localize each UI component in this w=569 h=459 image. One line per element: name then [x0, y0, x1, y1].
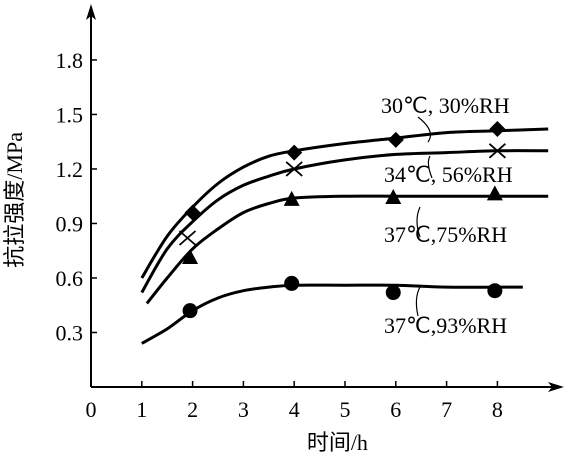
labels: 30℃, 30%RH 34℃, 56%RH 37℃,75%RH 37℃,93%RH [381, 93, 513, 338]
y-tick-label: 0.6 [56, 266, 84, 291]
diamond-marker [286, 144, 303, 161]
x-tick-label: 8 [492, 397, 503, 422]
circle-marker [284, 275, 300, 291]
series-2-leader-line [427, 155, 433, 179]
y-tick-label: 1.8 [56, 48, 84, 73]
y-axis-arrow [86, 4, 96, 20]
series-1-leader-line [417, 116, 431, 143]
circle-marker [487, 283, 503, 299]
series-2-label: 34℃, 56%RH [384, 162, 513, 187]
series-1-label: 30℃, 30%RH [381, 93, 510, 118]
diamond-marker [489, 120, 506, 137]
circle-marker [385, 285, 401, 301]
y-tick-label: 0.9 [56, 211, 84, 236]
series-4-leader-line [415, 286, 421, 317]
y-tick-label: 0.3 [56, 320, 84, 345]
series-3-label: 37℃,75%RH [384, 222, 507, 247]
y-axis-title: 抗拉强度/MPa [2, 132, 27, 268]
y-tick-label: 1.5 [56, 102, 84, 127]
x-tick-label: 3 [238, 397, 249, 422]
diamond-marker [184, 204, 201, 221]
x-axis-title: 时间/h [307, 430, 368, 455]
markers [178, 120, 506, 319]
x-axis-arrow [548, 382, 564, 392]
x-marker [178, 230, 197, 246]
x-marker [488, 143, 506, 159]
x-tick-label: 0 [86, 397, 97, 422]
series-3-curve [145, 194, 549, 305]
x-tick-label: 6 [390, 397, 401, 422]
series-3-leader-line [416, 206, 421, 238]
x-tick-label: 5 [340, 397, 351, 422]
diamond-marker [387, 131, 404, 148]
axes: 0 1 2 3 4 5 6 7 8 0.3 0.6 0.9 1.2 1.5 1.8 [56, 4, 564, 422]
circle-marker [182, 303, 198, 319]
x-tick-label: 7 [441, 397, 452, 422]
triangle-marker [283, 190, 300, 206]
x-tick-label: 1 [136, 397, 147, 422]
triangle-marker [385, 189, 402, 205]
series-2-curve [140, 149, 549, 294]
x-marker [285, 161, 303, 177]
x-tick-label: 4 [289, 397, 300, 422]
y-tick-label: 1.2 [56, 157, 84, 182]
series-4-label: 37℃,93%RH [384, 313, 507, 338]
triangle-marker [182, 248, 199, 264]
x-tick-label: 2 [187, 397, 198, 422]
triangle-marker [486, 185, 503, 201]
